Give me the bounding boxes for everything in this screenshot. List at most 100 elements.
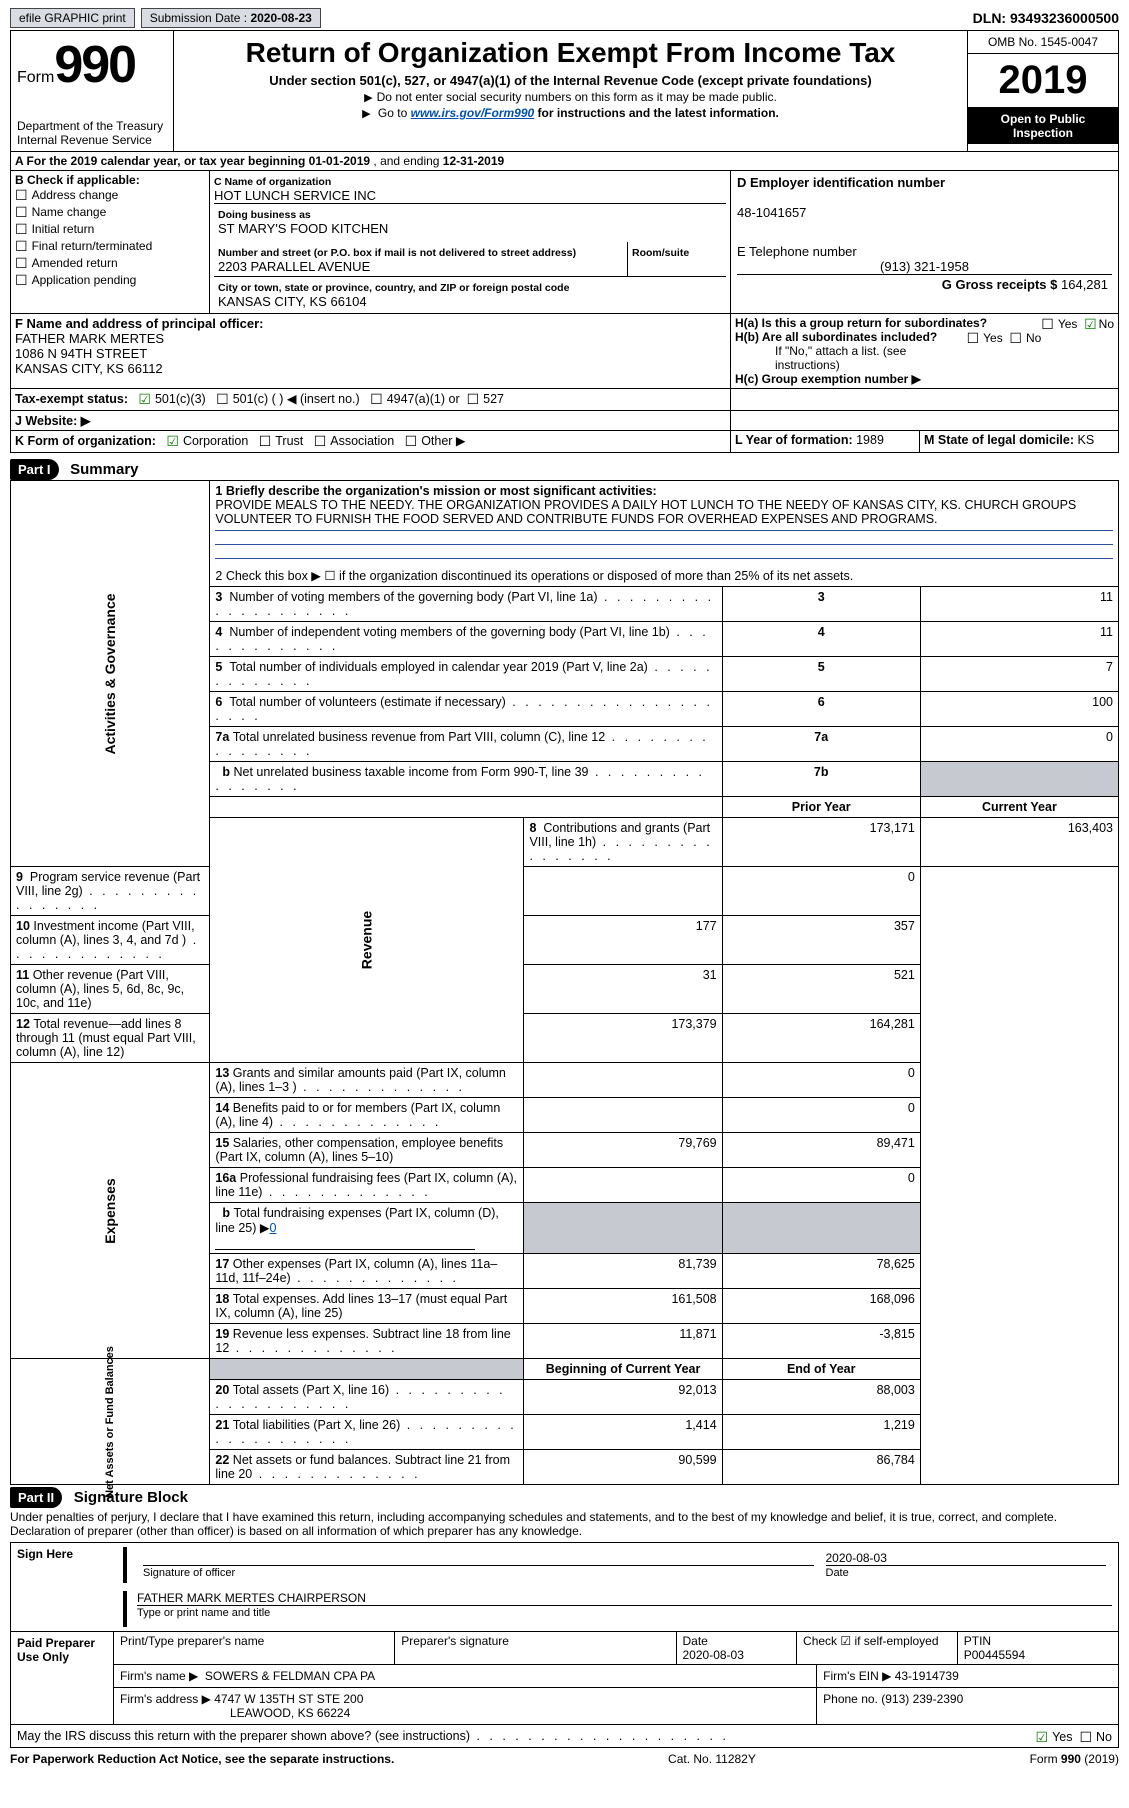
mission-text: PROVIDE MEALS TO THE NEEDY. THE ORGANIZA… [215, 498, 1076, 526]
line5: Total number of individuals employed in … [215, 660, 712, 688]
p8: 173,171 [722, 818, 920, 867]
website-label: J Website: ▶ [15, 414, 90, 428]
c17: 78,625 [722, 1254, 920, 1289]
cb-app-pending[interactable]: Application pending [15, 273, 136, 287]
firm-addr1: 4747 W 135TH ST STE 200 [214, 1692, 363, 1706]
sig-date: 2020-08-03 [826, 1551, 1107, 1565]
line3: Number of voting members of the governin… [215, 590, 714, 618]
form-footer: Form 990 (2019) [1030, 1752, 1119, 1766]
p9 [524, 867, 722, 916]
year-formation: 1989 [856, 433, 884, 447]
ein-value: 48-1041657 [737, 205, 806, 220]
ptin: P00445594 [964, 1648, 1025, 1662]
open-inspection: Open to Public Inspection [968, 108, 1118, 144]
signature-block: Sign Here Signature of officer 2020-08-0… [10, 1542, 1119, 1725]
line7b: Net unrelated business taxable income fr… [215, 765, 705, 793]
p15: 79,769 [524, 1133, 722, 1168]
pt-self-employed: Check ☑ if self-employed [797, 1632, 958, 1664]
fundraising-link[interactable]: 0 [270, 1221, 277, 1235]
room-label: Room/suite [632, 247, 689, 259]
dba-name: ST MARY'S FOOD KITCHEN [218, 221, 388, 236]
part2-tag: Part II [10, 1487, 62, 1508]
pt-date: 2020-08-03 [683, 1648, 744, 1662]
line15: Salaries, other compensation, employee b… [215, 1136, 503, 1164]
officer-addr2: KANSAS CITY, KS 66112 [15, 361, 163, 376]
line11: Other revenue (Part VIII, column (A), li… [16, 968, 184, 1010]
cb-address-change[interactable]: Address change [15, 188, 118, 202]
p13 [524, 1063, 722, 1098]
c14: 0 [722, 1098, 920, 1133]
val-3: 11 [920, 587, 1118, 622]
c11: 521 [722, 965, 920, 1014]
cb-corporation[interactable]: Corporation [166, 434, 248, 448]
city-label: City or town, state or province, country… [218, 282, 569, 294]
p21: 1,414 [524, 1415, 722, 1450]
part1-title: Summary [70, 461, 138, 478]
cb-initial-return[interactable]: Initial return [15, 222, 94, 236]
part1-tag: Part I [10, 459, 59, 480]
hb-no[interactable]: No [1009, 331, 1041, 345]
org-name: HOT LUNCH SERVICE INC [214, 188, 376, 203]
p20: 92,013 [524, 1380, 722, 1415]
submission-button[interactable]: Submission Date : 2020-08-23 [141, 8, 321, 28]
gross-value: 164,281 [1061, 277, 1108, 292]
officer-label: F Name and address of principal officer: [15, 316, 264, 331]
hb-yes[interactable]: Yes [967, 331, 1003, 345]
sig-officer-label: Signature of officer [143, 1565, 814, 1579]
cb-association[interactable]: Association [314, 434, 395, 448]
cb-trust[interactable]: Trust [259, 434, 304, 448]
cb-501c3[interactable]: 501(c)(3) [138, 392, 205, 406]
line16a: Professional fundraising fees (Part IX, … [215, 1171, 517, 1199]
hc-label: H(c) Group exemption number ▶ [735, 372, 921, 386]
p19: 11,871 [524, 1324, 722, 1359]
val-6: 100 [920, 692, 1118, 727]
line22: Net assets or fund balances. Subtract li… [215, 1453, 510, 1481]
cb-4947[interactable]: 4947(a)(1) or [370, 392, 460, 406]
paid-preparer: Paid Preparer Use Only [11, 1632, 114, 1725]
c16b [722, 1203, 920, 1254]
cb-other[interactable]: Other ▶ [405, 434, 466, 448]
val-4: 11 [920, 622, 1118, 657]
ha-no[interactable]: No [1084, 317, 1114, 331]
discuss-yes[interactable]: Yes [1036, 1730, 1073, 1744]
pt-name-label: Print/Type preparer's name [120, 1634, 264, 1648]
cb-501c[interactable]: 501(c) ( ) ◀ (insert no.) [216, 392, 360, 406]
discuss-no[interactable]: No [1079, 1730, 1112, 1744]
hb-note: If "No," attach a list. (see instruction… [735, 344, 1114, 372]
c19: -3,815 [722, 1324, 920, 1359]
p12: 173,379 [524, 1014, 722, 1063]
p16b [524, 1203, 722, 1254]
sign-here: Sign Here [11, 1543, 114, 1632]
form990-link[interactable]: www.irs.gov/Form990 [411, 106, 535, 120]
ha-yes[interactable]: Yes [1041, 317, 1077, 331]
c21: 1,219 [722, 1415, 920, 1450]
c20: 88,003 [722, 1380, 920, 1415]
val-7b [920, 762, 1118, 797]
p10: 177 [524, 916, 722, 965]
side-activities: Activities & Governance [102, 579, 118, 767]
line17: Other expenses (Part IX, column (A), lin… [215, 1257, 497, 1285]
line21: Total liabilities (Part X, line 26) [215, 1418, 516, 1446]
ptin-label: PTIN [964, 1634, 991, 1648]
c13: 0 [722, 1063, 920, 1098]
form-number: 990 [54, 36, 135, 94]
efile-button[interactable]: efile GRAPHIC print [10, 8, 135, 28]
ha-label: H(a) Is this a group return for subordin… [735, 316, 987, 330]
cb-amended[interactable]: Amended return [15, 256, 118, 270]
cb-name-change[interactable]: Name change [15, 205, 106, 219]
domicile: KS [1078, 433, 1095, 447]
firm-phone: (913) 239-2390 [881, 1692, 963, 1706]
part1-table: Activities & Governance 1 Briefly descri… [10, 480, 1119, 1485]
dba-label: Doing business as [218, 209, 311, 221]
c22: 86,784 [722, 1450, 920, 1485]
line16b: Total fundraising expenses (Part IX, col… [215, 1206, 498, 1235]
c12: 164,281 [722, 1014, 920, 1063]
line18: Total expenses. Add lines 13–17 (must eq… [215, 1292, 507, 1320]
firm-addr2: LEAWOOD, KS 66224 [230, 1706, 350, 1720]
p17: 81,739 [524, 1254, 722, 1289]
cb-final-return[interactable]: Final return/terminated [15, 239, 152, 253]
hb-label: H(b) Are all subordinates included? [735, 330, 937, 344]
pt-sig-label: Preparer's signature [401, 1634, 509, 1648]
cb-527[interactable]: 527 [467, 392, 504, 406]
pra-notice: For Paperwork Reduction Act Notice, see … [10, 1752, 394, 1766]
